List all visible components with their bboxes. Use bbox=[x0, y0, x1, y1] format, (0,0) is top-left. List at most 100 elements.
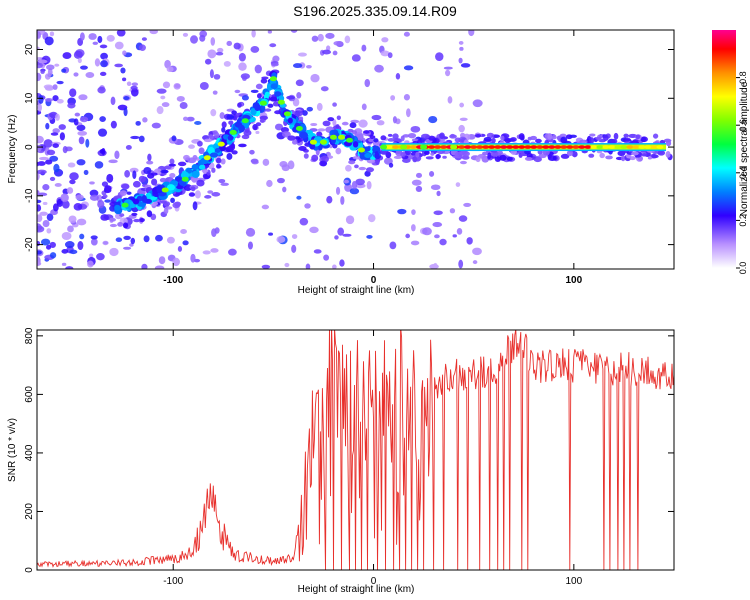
spectrogram-point bbox=[292, 139, 298, 145]
spectrogram-point bbox=[87, 260, 94, 268]
spectrogram-point bbox=[130, 237, 136, 245]
spectrogram-point bbox=[548, 145, 556, 149]
spectrogram-point bbox=[447, 96, 453, 104]
spectrogram-point bbox=[61, 231, 72, 240]
spectrogram-point bbox=[277, 99, 285, 105]
spectrogram-point bbox=[332, 264, 337, 269]
spectrogram-point bbox=[73, 203, 83, 211]
spectrogram-point bbox=[443, 66, 453, 70]
spectrogram-point bbox=[434, 234, 440, 239]
spectrogram-point bbox=[389, 241, 397, 250]
spectrogram-point bbox=[410, 145, 418, 149]
spectrogram-point bbox=[412, 155, 422, 162]
spectrogram-point bbox=[366, 234, 373, 239]
spectrogram-point bbox=[287, 117, 293, 124]
spectrogram-point bbox=[75, 194, 84, 201]
spectrogram-point bbox=[44, 98, 53, 102]
spectrogram-point bbox=[37, 261, 42, 267]
bottom-y-tick-label: 600 bbox=[24, 386, 35, 403]
spectrogram-point bbox=[52, 95, 59, 102]
spectrogram-point bbox=[139, 217, 145, 223]
spectrogram-point bbox=[458, 57, 463, 64]
spectrogram-point bbox=[296, 195, 302, 200]
spectrogram-point bbox=[358, 119, 368, 128]
spectrogram-point bbox=[641, 153, 648, 157]
spectrogram-point bbox=[180, 171, 190, 179]
spectrogram-point bbox=[433, 210, 443, 216]
spectrogram-point bbox=[375, 158, 380, 166]
spectrogram-point bbox=[439, 238, 447, 246]
spectrogram-point bbox=[403, 31, 410, 37]
spectrogram-point bbox=[133, 218, 141, 223]
spectrogram-point bbox=[146, 160, 154, 165]
spectrogram-point bbox=[54, 63, 60, 67]
spectrogram-point bbox=[475, 156, 481, 163]
spectrogram-point bbox=[251, 30, 256, 38]
spectrogram-point bbox=[40, 238, 51, 246]
spectrogram-point bbox=[50, 132, 59, 136]
spectrogram-point bbox=[415, 151, 420, 158]
top-y-tick-label: 0 bbox=[24, 144, 35, 150]
spectrogram-point bbox=[62, 52, 72, 59]
spectrogram-point bbox=[449, 134, 457, 139]
spectrogram-point bbox=[657, 150, 666, 156]
spectrogram-point bbox=[49, 31, 55, 37]
spectrogram-point bbox=[147, 153, 152, 162]
spectrogram-point bbox=[387, 137, 395, 142]
spectrogram-point bbox=[376, 120, 385, 126]
spectrogram-point bbox=[79, 116, 89, 123]
spectrogram-point bbox=[476, 145, 484, 149]
spectrogram-point bbox=[267, 103, 274, 108]
spectrogram-point bbox=[124, 169, 130, 178]
spectrogram-point bbox=[78, 136, 85, 145]
spectrogram-point bbox=[141, 194, 147, 203]
spectrogram-point bbox=[614, 145, 622, 149]
spectrogram-point bbox=[456, 227, 463, 235]
spectrogram-point bbox=[245, 227, 256, 237]
spectrogram-point bbox=[199, 34, 206, 42]
spectrogram-point bbox=[77, 57, 82, 64]
spectrogram-point bbox=[269, 43, 277, 48]
spectrogram-point bbox=[220, 158, 226, 165]
spectrogram-point bbox=[109, 247, 119, 257]
spectrogram-point bbox=[650, 145, 658, 149]
spectrogram-point bbox=[439, 132, 445, 140]
spectrogram-point bbox=[499, 154, 507, 161]
spectrogram-point bbox=[190, 253, 196, 263]
spectrogram-point bbox=[590, 145, 598, 149]
spectrogram-point bbox=[215, 157, 222, 164]
spectrogram-point bbox=[171, 135, 177, 142]
spectrogram-point bbox=[368, 138, 374, 143]
spectrogram-point bbox=[228, 144, 236, 151]
spectrogram-point bbox=[392, 145, 400, 149]
spectrogram-point bbox=[142, 117, 148, 123]
spectrogram-point bbox=[364, 152, 372, 159]
spectrogram-point bbox=[42, 220, 50, 228]
spectrogram-point bbox=[309, 226, 319, 234]
spectrogram-point bbox=[305, 263, 311, 269]
spectrogram-point bbox=[207, 147, 215, 155]
bottom-y-axis-label: SNR (10 * v/v) bbox=[7, 418, 18, 482]
spectrogram-point bbox=[405, 233, 411, 239]
spectrogram-point bbox=[221, 121, 227, 128]
spectrogram-point bbox=[665, 140, 672, 147]
spectrogram-point bbox=[393, 155, 403, 160]
spectrogram-point bbox=[610, 138, 618, 144]
spectrogram-point bbox=[69, 179, 76, 185]
spectrogram-point bbox=[334, 235, 339, 240]
spectrogram-point bbox=[299, 217, 309, 226]
spectrogram-point bbox=[325, 32, 335, 39]
spectrogram-point bbox=[61, 68, 67, 73]
spectrogram-point bbox=[487, 152, 492, 160]
spectrogram-point bbox=[369, 135, 376, 140]
spectrogram-point bbox=[578, 145, 586, 149]
spectrogram-point bbox=[472, 247, 482, 256]
spectrogram-point bbox=[46, 149, 56, 156]
spectrogram-point bbox=[345, 215, 355, 225]
spectrogram-point bbox=[428, 145, 436, 149]
spectrogram-point bbox=[270, 83, 278, 90]
spectrogram-point bbox=[119, 190, 127, 196]
spectrogram-point bbox=[282, 186, 287, 193]
spectrogram-point bbox=[486, 132, 495, 139]
spectrogram-point bbox=[151, 122, 161, 129]
